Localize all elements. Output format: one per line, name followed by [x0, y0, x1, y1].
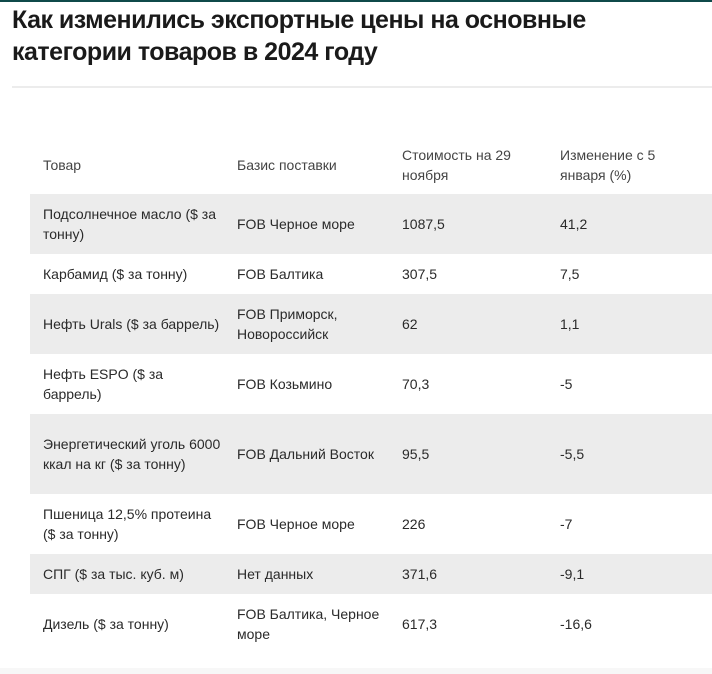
cell-product: СПГ ($ за тыс. куб. м) [43, 566, 184, 582]
cell-change: 1,1 [560, 316, 580, 332]
table-row: Пшеница 12,5% протеина ($ за тонну) FOB … [30, 494, 712, 554]
table-row: Подсолнечное масло ($ за тонну) FOB Черн… [30, 194, 712, 254]
cell-product: Подсолнечное масло ($ за тонну) [43, 206, 217, 242]
cell-basis: FOB Приморск, Новороссийск [237, 306, 338, 342]
cell-product: Нефть ESPO ($ за баррель) [43, 366, 164, 402]
cell-product: Карбамид ($ за тонну) [43, 266, 188, 282]
page-title: Как изменились экспортные цены на основн… [12, 6, 586, 66]
cell-price: 1087,5 [402, 216, 445, 232]
cell-price: 307,5 [402, 266, 438, 282]
cell-product: Энергетический уголь 6000 ккал на кг ($ … [43, 436, 221, 472]
bottom-band [0, 668, 712, 674]
cell-product: Нефть Urals ($ за баррель) [43, 316, 220, 332]
cell-price: 70,3 [402, 376, 430, 392]
table-row: Дизель ($ за тонну) FOB Балтика, Черное … [30, 594, 712, 654]
cell-change: -16,6 [560, 616, 592, 632]
table-header: Товар Базис поставки Стоимость на 29 ноя… [30, 136, 712, 194]
table-row: Нефть Urals ($ за баррель) FOB Приморск,… [30, 294, 712, 354]
cell-change: -9,1 [560, 566, 585, 582]
cell-basis: FOB Балтика, Черное море [237, 606, 380, 642]
title-divider [12, 86, 712, 88]
cell-change: 41,2 [560, 216, 588, 232]
cell-price: 226 [402, 516, 426, 532]
top-accent-bar [0, 0, 712, 2]
cell-product: Пшеница 12,5% протеина ($ за тонну) [43, 506, 212, 542]
table-row: Карбамид ($ за тонну) FOB Балтика 307,5 … [30, 254, 712, 294]
cell-price: 371,6 [402, 566, 438, 582]
cell-price: 617,3 [402, 616, 438, 632]
cell-basis: Нет данных [237, 566, 314, 582]
header-price: Стоимость на 29 ноября [402, 147, 511, 183]
header-basis: Базис поставки [237, 157, 337, 173]
table-row: Энергетический уголь 6000 ккал на кг ($ … [30, 414, 712, 494]
prices-table: Товар Базис поставки Стоимость на 29 ноя… [30, 136, 712, 654]
table-row: СПГ ($ за тыс. куб. м) Нет данных 371,6 … [30, 554, 712, 594]
cell-price: 95,5 [402, 446, 430, 462]
cell-change: -5 [560, 376, 573, 392]
cell-change: -7 [560, 516, 573, 532]
header-change: Изменение с 5 января (%) [560, 147, 656, 183]
cell-change: 7,5 [560, 266, 580, 282]
cell-change: -5,5 [560, 446, 585, 462]
table-row: Нефть ESPO ($ за баррель) FOB Козьмино 7… [30, 354, 712, 414]
header-product: Товар [43, 157, 82, 173]
cell-basis: FOB Черное море [237, 216, 355, 232]
cell-basis: FOB Дальний Восток [237, 446, 374, 462]
cell-basis: FOB Козьмино [237, 376, 333, 392]
cell-basis: FOB Балтика [237, 266, 324, 282]
cell-price: 62 [402, 316, 418, 332]
cell-product: Дизель ($ за тонну) [43, 616, 169, 632]
cell-basis: FOB Черное море [237, 516, 355, 532]
